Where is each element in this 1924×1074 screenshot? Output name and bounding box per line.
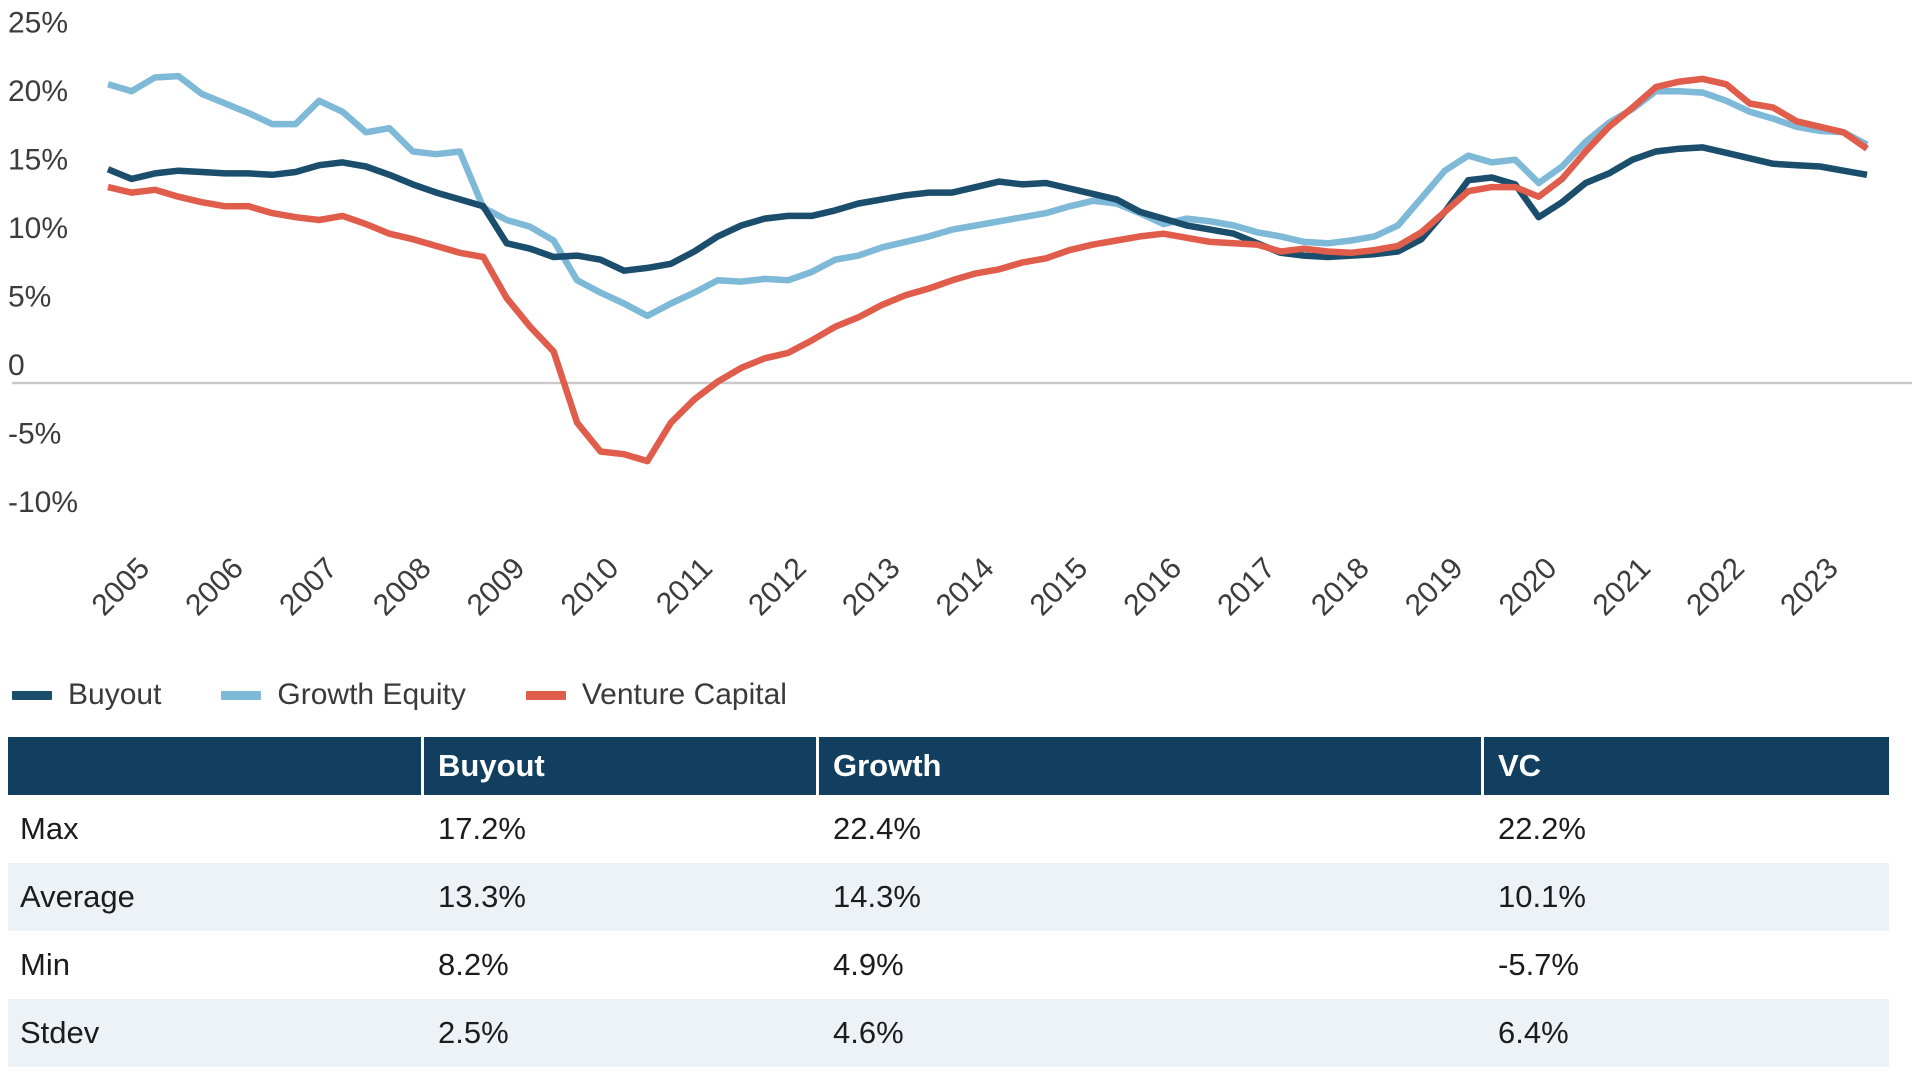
y-axis-label: -5% bbox=[8, 418, 61, 451]
stats-row-average: Average 13.3% 14.3% 10.1% bbox=[8, 863, 1889, 931]
series-line-buyout bbox=[106, 144, 1868, 274]
x-axis-label: 2011 bbox=[650, 552, 719, 621]
x-axis-label: 2010 bbox=[555, 552, 626, 623]
stats-max-growth: 22.4% bbox=[833, 811, 921, 846]
legend-item-growth-equity: Growth Equity bbox=[221, 678, 466, 712]
x-axis-label: 2005 bbox=[86, 552, 157, 623]
x-axis-label: 2009 bbox=[461, 552, 532, 623]
stats-min-vc: -5.7% bbox=[1498, 947, 1579, 982]
x-axis-label: 2019 bbox=[1399, 552, 1470, 623]
stats-max-buyout: 17.2% bbox=[438, 811, 526, 846]
stats-header-buyout: Buyout bbox=[424, 737, 816, 795]
chart-svg: 25% 20% 15% 10% 5% 0 -5% -10%2005 2006 2007 2008 20… bbox=[8, 7, 1912, 623]
stats-row-max: Max 17.2% 22.4% 22.2% bbox=[8, 795, 1889, 863]
x-axis-label: 2015 bbox=[1024, 552, 1095, 623]
x-axis-label: 2006 bbox=[179, 552, 250, 623]
stats-row-min: Min 8.2% 4.9% -5.7% bbox=[8, 931, 1889, 999]
x-axis-label: 2013 bbox=[836, 552, 907, 623]
stats-table: Buyout Growth VC Max 17.2% 22.4% 22.2% A… bbox=[8, 737, 1889, 1067]
y-axis-label: 10% bbox=[8, 212, 68, 245]
stats-label-max: Max bbox=[20, 811, 79, 846]
y-axis-label: 0 bbox=[8, 349, 25, 382]
stats-row-stdev: Stdev 2.5% 4.6% 6.4% bbox=[8, 999, 1889, 1067]
x-axis-label: 2023 bbox=[1774, 552, 1845, 623]
legend-swatch-growth-equity bbox=[221, 690, 262, 700]
chart-legend: Buyout Growth Equity Venture Capital bbox=[12, 676, 787, 714]
stats-header-growth: Growth bbox=[819, 737, 1481, 795]
x-axis-label: 2007 bbox=[273, 552, 344, 623]
x-axis-label: 2014 bbox=[930, 552, 1001, 623]
legend-label-venture-capital: Venture Capital bbox=[581, 678, 787, 711]
series-line-venture-capital bbox=[107, 75, 1869, 465]
stats-average-growth: 14.3% bbox=[833, 879, 921, 914]
x-axis-label: 2022 bbox=[1680, 552, 1751, 623]
stats-label-stdev: Stdev bbox=[20, 1015, 100, 1050]
x-axis-label: 2016 bbox=[1118, 552, 1189, 623]
series-line-growth-equity bbox=[107, 72, 1869, 320]
stats-stdev-buyout: 2.5% bbox=[438, 1015, 509, 1050]
legend-swatch-buyout bbox=[12, 690, 52, 700]
stats-max-vc: 22.2% bbox=[1498, 811, 1586, 846]
stats-header-vc: VC bbox=[1484, 737, 1889, 795]
stats-header-blank bbox=[8, 737, 421, 795]
y-axis-label: -10% bbox=[8, 486, 78, 519]
x-axis-label: 2017 bbox=[1211, 552, 1282, 623]
y-axis-label: 15% bbox=[8, 144, 68, 177]
legend-label-growth-equity: Growth Equity bbox=[277, 678, 466, 711]
stats-average-vc: 10.1% bbox=[1498, 879, 1586, 914]
x-axis-label: 2020 bbox=[1493, 552, 1564, 623]
legend-item-buyout: Buyout bbox=[12, 678, 161, 712]
y-axis-label: 25% bbox=[8, 7, 68, 40]
stats-label-average: Average bbox=[20, 879, 135, 914]
y-axis-label: 5% bbox=[8, 281, 51, 314]
legend-swatch-venture-capital bbox=[525, 690, 566, 700]
stats-min-buyout: 8.2% bbox=[438, 947, 509, 982]
x-axis-label: 2018 bbox=[1305, 552, 1376, 623]
stats-min-growth: 4.9% bbox=[833, 947, 904, 982]
stats-label-min: Min bbox=[20, 947, 70, 982]
stats-stdev-vc: 6.4% bbox=[1498, 1015, 1569, 1050]
x-axis-label: 2008 bbox=[367, 552, 438, 623]
legend-item-venture-capital: Venture Capital bbox=[525, 678, 787, 712]
stats-average-buyout: 13.3% bbox=[438, 879, 526, 914]
stats-stdev-growth: 4.6% bbox=[833, 1015, 904, 1050]
legend-label-buyout: Buyout bbox=[68, 678, 162, 711]
y-axis-label: 20% bbox=[8, 75, 68, 108]
stats-table-header-row: Buyout Growth VC bbox=[8, 737, 1889, 795]
x-axis-label: 2012 bbox=[742, 552, 813, 623]
x-axis-label: 2021 bbox=[1587, 552, 1658, 623]
